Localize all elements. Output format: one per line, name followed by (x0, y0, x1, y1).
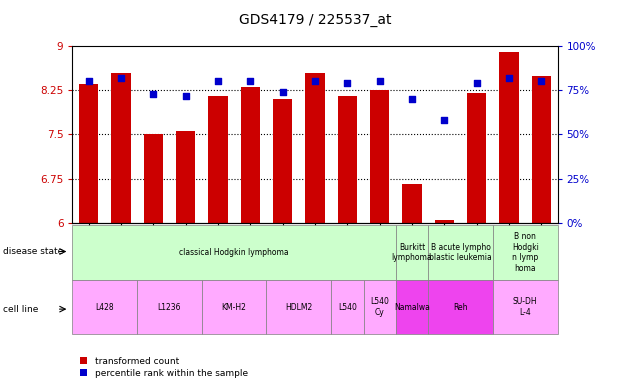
Point (116, 75, 126, 81)
Bar (72, 225, 396, 280)
Point (472, 80, 482, 86)
Bar (331, 280, 364, 334)
Text: L540
Cy: L540 Cy (370, 298, 389, 317)
Bar (273, 99, 292, 223)
Text: HDLM2: HDLM2 (285, 303, 312, 312)
Bar (403, 184, 421, 223)
Bar (144, 134, 163, 223)
Bar (241, 87, 260, 223)
Bar (435, 220, 454, 223)
Bar (79, 84, 98, 223)
Text: L540: L540 (338, 303, 357, 312)
Legend: transformed count, percentile rank within the sample: transformed count, percentile rank withi… (80, 357, 248, 377)
Text: SU-DH
L-4: SU-DH L-4 (513, 298, 537, 317)
Bar (396, 280, 428, 334)
Text: GDS4179 / 225537_at: GDS4179 / 225537_at (239, 13, 391, 27)
Bar (493, 280, 558, 334)
Text: classical Hodgkin lymphoma: classical Hodgkin lymphoma (180, 248, 289, 257)
Bar (493, 225, 558, 280)
Text: disease state: disease state (3, 247, 64, 256)
Point (407, 96, 417, 102)
Point (245, 78, 255, 84)
Bar (137, 280, 202, 334)
Text: Reh: Reh (453, 303, 468, 312)
Bar (266, 280, 331, 334)
Bar (396, 225, 428, 280)
Bar (428, 225, 493, 280)
Text: L428: L428 (96, 303, 114, 312)
Text: KM-H2: KM-H2 (222, 303, 246, 312)
Text: cell line: cell line (3, 305, 38, 314)
Point (536, 78, 546, 84)
Point (375, 78, 385, 84)
Text: B acute lympho
blastic leukemia: B acute lympho blastic leukemia (429, 243, 492, 262)
Point (278, 89, 288, 95)
Bar (370, 90, 389, 223)
Text: Burkitt
lymphoma: Burkitt lymphoma (392, 243, 432, 262)
Point (181, 93, 191, 99)
Point (148, 91, 158, 97)
Point (439, 117, 449, 123)
Bar (338, 96, 357, 223)
Bar (72, 280, 137, 334)
Text: L1236: L1236 (158, 303, 181, 312)
Text: B non
Hodgki
n lymp
homa: B non Hodgki n lymp homa (512, 232, 539, 273)
Point (310, 78, 320, 84)
Bar (428, 280, 493, 334)
Bar (176, 131, 195, 223)
Point (504, 75, 514, 81)
Point (84, 78, 94, 84)
Bar (209, 96, 227, 223)
Bar (306, 73, 324, 223)
Point (342, 80, 352, 86)
Bar (364, 280, 396, 334)
Bar (500, 52, 518, 223)
Bar (467, 93, 486, 223)
Bar (112, 73, 130, 223)
Bar (202, 280, 266, 334)
Point (213, 78, 223, 84)
Text: Namalwa: Namalwa (394, 303, 430, 312)
Bar (532, 76, 551, 223)
